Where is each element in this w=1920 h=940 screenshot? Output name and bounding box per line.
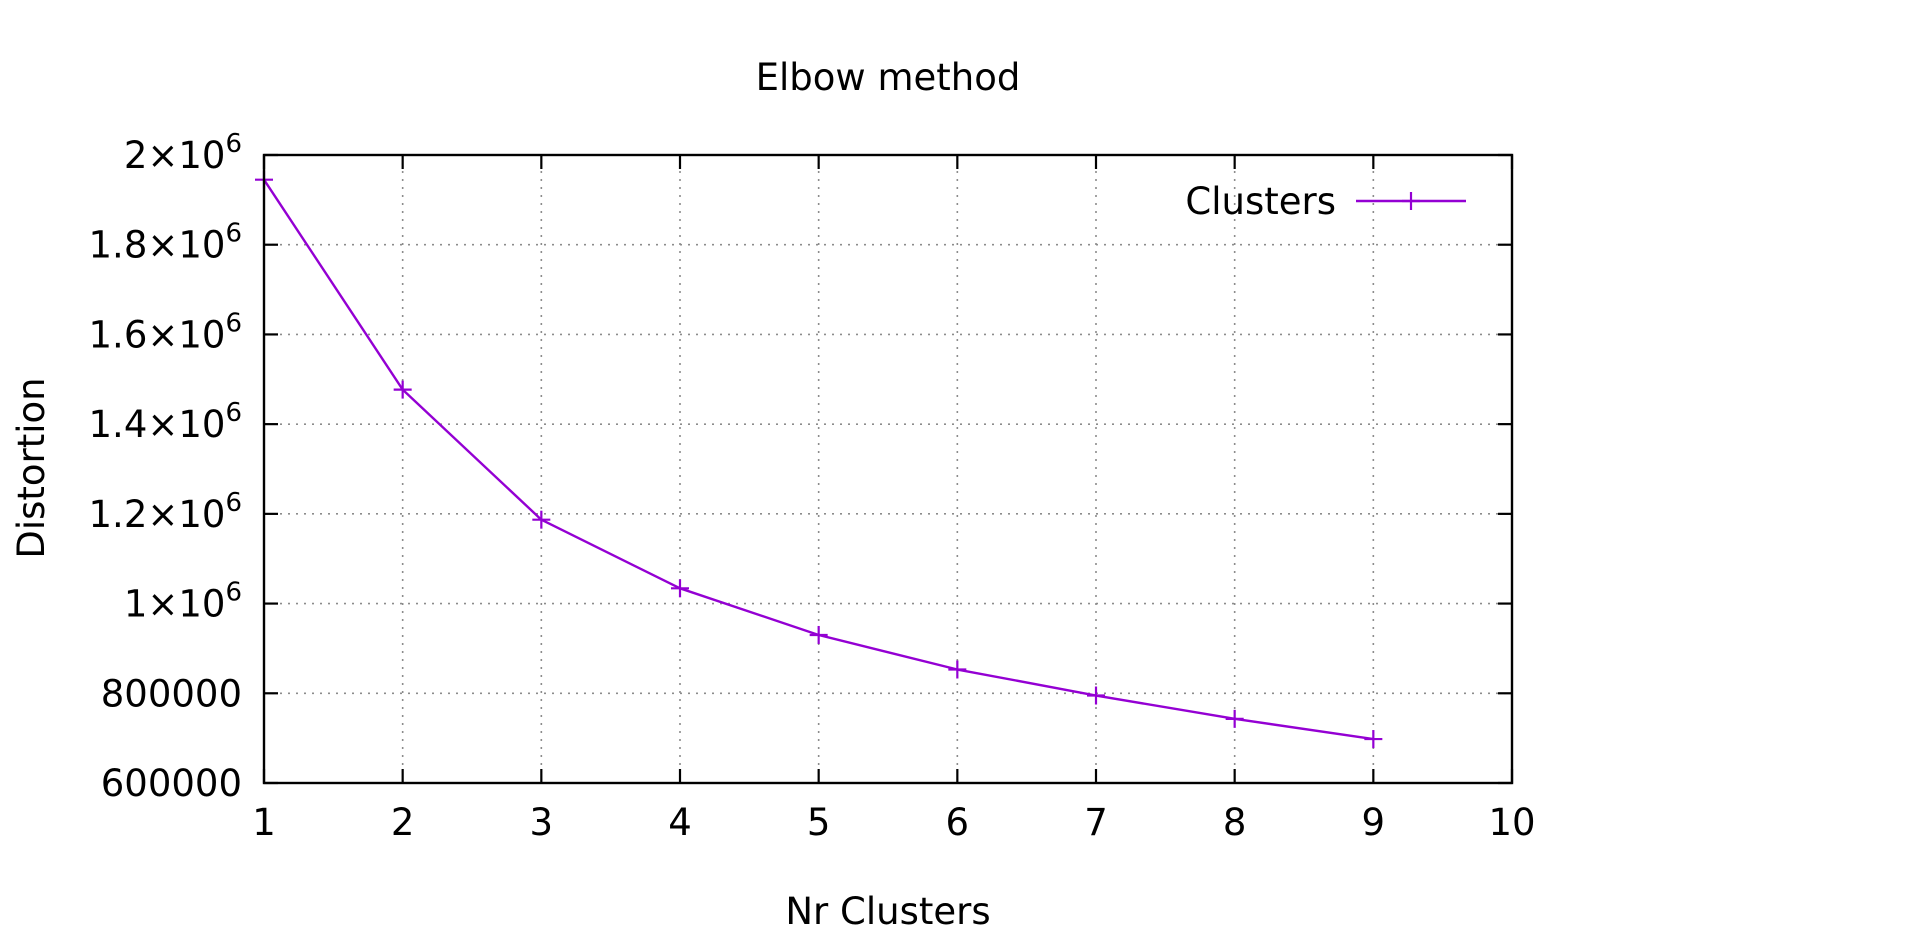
legend: Clusters — [1185, 180, 1466, 223]
y-tick-label: 1.8×106 — [89, 219, 242, 267]
legend-label-clusters: Clusters — [1185, 180, 1336, 223]
y-tick-label: 1.2×106 — [89, 488, 242, 536]
data-point — [1087, 686, 1105, 705]
x-tick-label: 4 — [668, 801, 692, 844]
x-tick-label: 8 — [1223, 801, 1247, 844]
y-tick-label: 1.4×106 — [89, 398, 242, 446]
ticks — [262, 153, 1514, 785]
y-axis-label: Distortion — [10, 377, 53, 558]
tick-labels: 1 2 3 4 5 6 7 8 9 10 600000 800000 1×106 1.2×106 1.4×1… — [89, 129, 1536, 844]
x-tick-label: 5 — [807, 801, 831, 844]
chart-title: Elbow method — [756, 56, 1021, 99]
x-tick-label: 1 — [252, 801, 276, 844]
x-tick-label: 10 — [1488, 801, 1535, 844]
x-tick-label: 3 — [530, 801, 554, 844]
data-point — [532, 510, 551, 529]
x-tick-label: 7 — [1084, 801, 1108, 844]
legend-marker-clusters — [1402, 192, 1420, 210]
y-tick-label: 800000 — [101, 672, 242, 715]
data-point — [948, 660, 967, 679]
data-point — [809, 625, 828, 644]
y-tick-label: 1.6×106 — [89, 308, 242, 356]
x-tick-label: 9 — [1362, 801, 1386, 844]
x-tick-label: 6 — [946, 801, 970, 844]
data-point — [1225, 709, 1244, 728]
plot-frame — [262, 153, 1514, 785]
data-point — [1364, 730, 1383, 749]
grid-lines — [264, 155, 1512, 783]
y-tick-label: 600000 — [101, 762, 242, 805]
y-tick-label: 1×106 — [124, 578, 242, 626]
data-point — [671, 579, 689, 598]
data-point — [393, 380, 412, 399]
x-tick-label: 2 — [391, 801, 415, 844]
x-axis-label: Nr Clusters — [785, 890, 990, 933]
y-tick-label: 2×106 — [124, 129, 242, 177]
